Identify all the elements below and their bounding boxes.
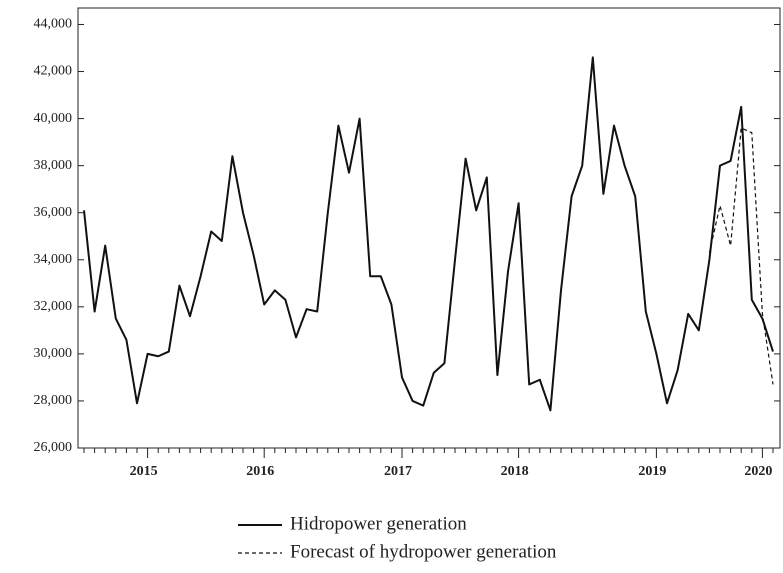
y-tick-label: 34,000 xyxy=(34,252,73,267)
legend-label: Hidropower generation xyxy=(290,513,467,534)
x-tick-label: 2017 xyxy=(384,464,412,479)
series-line xyxy=(708,127,774,385)
x-tick-label: 2016 xyxy=(246,464,274,479)
plot-frame xyxy=(77,7,781,449)
x-tick-label: 2018 xyxy=(501,464,529,479)
series-line xyxy=(83,56,774,412)
y-tick-label: 28,000 xyxy=(34,393,73,408)
y-tick-label: 42,000 xyxy=(34,64,73,79)
y-tick-label: 36,000 xyxy=(34,205,73,220)
y-tick-label: 44,000 xyxy=(34,17,73,32)
legend-label: Forecast of hydropower generation xyxy=(290,541,557,562)
y-tick-label: 30,000 xyxy=(34,346,73,361)
x-tick-label: 2015 xyxy=(130,464,158,479)
y-tick-label: 40,000 xyxy=(34,111,73,126)
x-tick-label: 2019 xyxy=(638,464,666,479)
y-tick-label: 32,000 xyxy=(34,299,73,314)
x-tick-label: 2020 xyxy=(744,464,772,479)
y-tick-label: 38,000 xyxy=(34,158,73,173)
y-tick-label: 26,000 xyxy=(34,440,73,455)
